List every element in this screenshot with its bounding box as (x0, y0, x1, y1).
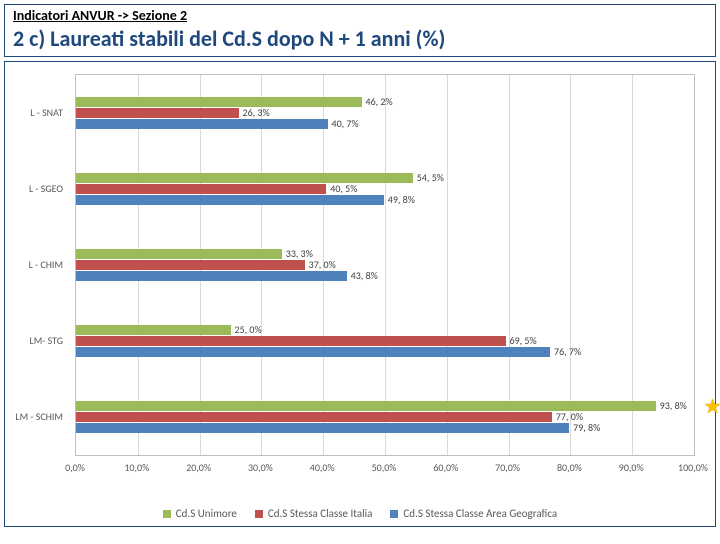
legend-swatch (163, 510, 171, 518)
bar-ita (76, 184, 326, 194)
legend-item: Cd.S Stessa Classe Italia (255, 507, 373, 520)
bar-ita (76, 412, 552, 422)
legend-label: Cd.S Unimore (176, 507, 237, 520)
category-label: L - SGEO (5, 182, 69, 195)
legend: Cd.S Unimore Cd.S Stessa Classe Italia Cd.… (5, 507, 715, 520)
legend-item: Cd.S Unimore (163, 507, 237, 520)
x-axis-tick: 0,0% (65, 461, 85, 474)
bar-geo (76, 271, 347, 281)
category-label: L - SNAT (5, 106, 69, 119)
breadcrumb: Indicatori ANVUR -> Sezione 2 (13, 7, 707, 24)
category-label: LM- STG (5, 334, 69, 347)
star-icon: ★ (704, 394, 720, 419)
bar-value-label: 40, 5% (330, 182, 357, 195)
bar-value-label: 25, 0% (235, 323, 262, 336)
plot-area: 46, 2%26, 3%40, 7%54, 5%40, 5%49, 8%33, … (75, 74, 695, 456)
bar-uni (76, 249, 282, 259)
header-block: Indicatori ANVUR -> Sezione 2 2 c) Laure… (4, 4, 716, 57)
legend-swatch (255, 510, 263, 518)
x-axis-tick: 20,0% (186, 461, 211, 474)
bar-geo (76, 423, 569, 433)
legend-label: Cd.S Stessa Classe Area Geografica (403, 507, 557, 520)
legend-label: Cd.S Stessa Classe Italia (268, 507, 373, 520)
x-axis-tick: 50,0% (372, 461, 397, 474)
bar-uni (76, 97, 362, 107)
bar-value-label: 76, 7% (554, 345, 581, 358)
legend-item: Cd.S Stessa Classe Area Geografica (390, 507, 557, 520)
category-label: LM - SCHIM (5, 410, 69, 423)
x-axis-tick: 40,0% (310, 461, 335, 474)
bar-uni (76, 325, 231, 335)
bar-value-label: 49, 8% (388, 193, 415, 206)
x-axis-tick: 60,0% (433, 461, 458, 474)
x-axis-tick: 10,0% (124, 461, 149, 474)
bar-value-label: 46, 2% (366, 95, 393, 108)
x-axis-tick: 90,0% (619, 461, 644, 474)
category-label: L - CHIM (5, 258, 69, 271)
x-axis-tick: 70,0% (495, 461, 520, 474)
x-axis-tick: 100,0% (678, 461, 708, 474)
gridline (447, 75, 448, 455)
bar-value-label: 26, 3% (243, 106, 270, 119)
bar-uni (76, 173, 413, 183)
bar-value-label: 93, 8% (660, 399, 687, 412)
chart-container: 46, 2%26, 3%40, 7%54, 5%40, 5%49, 8%33, … (4, 61, 716, 527)
bar-value-label: 43, 8% (351, 269, 378, 282)
gridline (570, 75, 571, 455)
page-title: 2 c) Laureati stabili del Cd.S dopo N + … (13, 25, 707, 52)
bar-ita (76, 336, 506, 346)
bar-value-label: 37, 0% (309, 258, 336, 271)
gridline (632, 75, 633, 455)
bar-ita (76, 260, 305, 270)
gridline (509, 75, 510, 455)
x-axis-tick: 80,0% (557, 461, 582, 474)
bar-value-label: 40, 7% (332, 117, 359, 130)
bar-geo (76, 119, 328, 129)
bar-ita (76, 108, 239, 118)
x-axis-tick: 30,0% (248, 461, 273, 474)
gridline (385, 75, 386, 455)
bar-geo (76, 347, 550, 357)
bar-geo (76, 195, 384, 205)
legend-swatch (390, 510, 398, 518)
bar-value-label: 79, 8% (573, 421, 600, 434)
bar-value-label: 69, 5% (510, 334, 537, 347)
bar-value-label: 54, 5% (417, 171, 444, 184)
